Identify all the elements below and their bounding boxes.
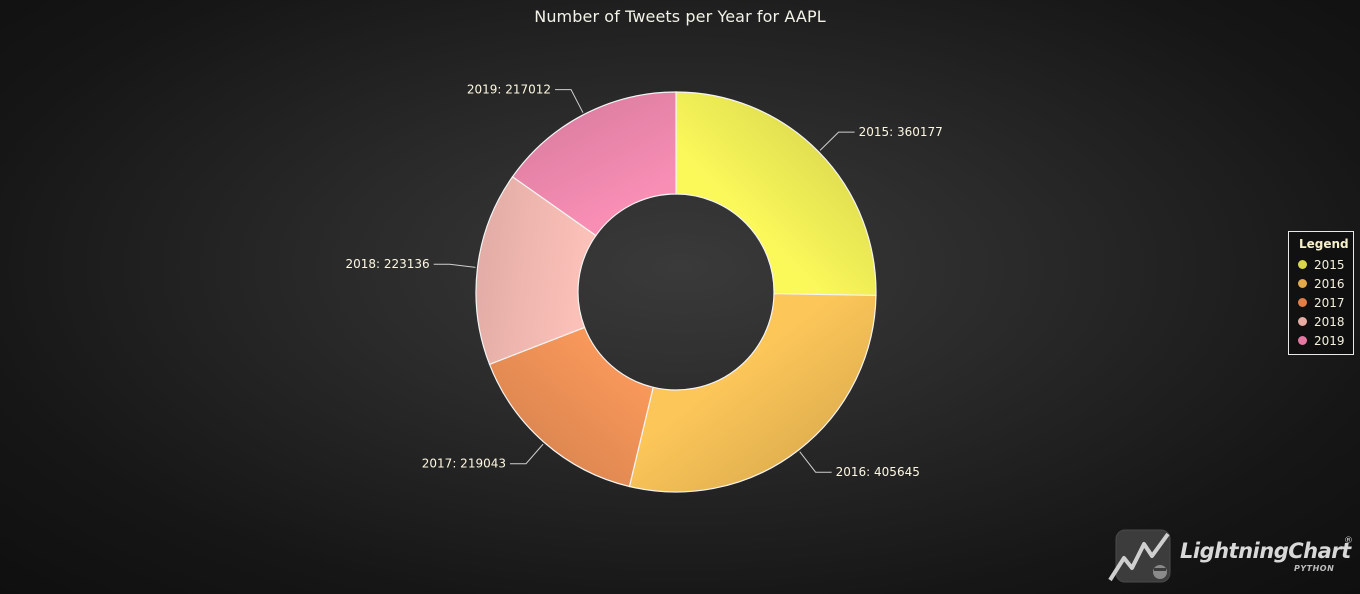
legend-item-2015[interactable]: 2015 bbox=[1298, 255, 1353, 274]
brand-name: LightningChart bbox=[1180, 539, 1351, 563]
slices-group bbox=[475, 91, 877, 493]
legend-swatch bbox=[1298, 317, 1307, 326]
slice-2019[interactable] bbox=[511, 91, 677, 237]
leader-line-2018 bbox=[433, 263, 476, 268]
slice-label-2019: 2019: 217012 bbox=[467, 83, 551, 97]
legend-label: 2017 bbox=[1314, 295, 1345, 310]
legend-swatch bbox=[1298, 336, 1307, 345]
slice-label-2015: 2015: 360177 bbox=[859, 125, 943, 139]
legend-item-2018[interactable]: 2018 bbox=[1298, 312, 1353, 331]
leader-line-2015 bbox=[819, 131, 855, 151]
slice-label-2018: 2018: 223136 bbox=[345, 257, 429, 271]
legend: Legend 2015 2016 2017 2018 2019 bbox=[1288, 231, 1354, 355]
legend-label: 2015 bbox=[1314, 257, 1345, 272]
legend-label: 2019 bbox=[1314, 333, 1345, 348]
slice-2015[interactable] bbox=[675, 91, 877, 297]
lightning-logo-icon bbox=[1108, 529, 1171, 583]
slice-label-2016: 2016: 405645 bbox=[836, 465, 920, 479]
slice-label-2017: 2017: 219043 bbox=[422, 457, 506, 471]
legend-item-2019[interactable]: 2019 bbox=[1298, 331, 1353, 350]
legend-item-2016[interactable]: 2016 bbox=[1298, 274, 1353, 293]
legend-item-2017[interactable]: 2017 bbox=[1298, 293, 1353, 312]
lightningchart-logo: LightningChart ® PYTHON bbox=[1108, 528, 1358, 588]
legend-label: 2016 bbox=[1314, 276, 1345, 291]
slice-labels: 2015: 360177 2016: 405645 2017: 219043 2018… bbox=[345, 83, 942, 480]
slice-2016[interactable] bbox=[628, 293, 877, 493]
legend-swatch bbox=[1298, 298, 1307, 307]
legend-swatch bbox=[1298, 260, 1307, 269]
leader-line-2019 bbox=[555, 89, 584, 113]
leader-line-2016 bbox=[799, 451, 832, 473]
brand-sub: PYTHON bbox=[1294, 564, 1335, 573]
slice-2017[interactable] bbox=[488, 326, 654, 488]
slice-2018[interactable] bbox=[475, 175, 597, 366]
legend-title: Legend bbox=[1299, 237, 1349, 251]
leader-lines bbox=[433, 89, 855, 473]
legend-label: 2018 bbox=[1314, 314, 1345, 329]
registered-mark: ® bbox=[1344, 536, 1353, 546]
leader-line-2017 bbox=[510, 443, 544, 465]
chart-title: Number of Tweets per Year for AAPL bbox=[534, 7, 826, 26]
legend-swatch bbox=[1298, 279, 1307, 288]
